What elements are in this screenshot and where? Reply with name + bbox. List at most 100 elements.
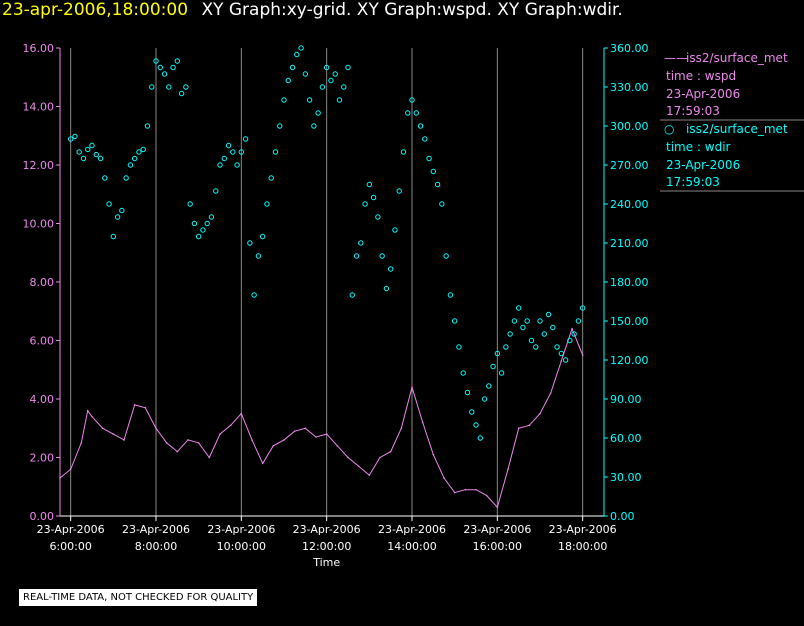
- wdir-marker: [264, 201, 270, 207]
- legend-symbol: ——: [664, 51, 688, 65]
- wdir-marker: [579, 305, 586, 311]
- x-axis-tick-time: 14:00:00: [387, 540, 436, 553]
- wdir-marker: [213, 188, 219, 194]
- quality-disclaimer: REAL-TIME DATA, NOT CHECKED FOR QUALITY: [19, 589, 258, 606]
- wspd-point: [283, 439, 285, 441]
- wdir-marker: [460, 370, 466, 376]
- wdir-marker: [366, 181, 373, 188]
- legend-variable: time : wspd: [666, 69, 736, 83]
- wdir-marker: [191, 220, 198, 227]
- wdir-marker: [131, 155, 138, 162]
- wspd-point: [357, 465, 360, 468]
- wspd-point: [581, 354, 584, 356]
- right-axis-tick-label: 180.00: [610, 276, 649, 289]
- wdir-marker: [558, 350, 565, 357]
- wdir-marker: [328, 77, 334, 84]
- wspd-point: [261, 462, 264, 465]
- right-axis-tick-label: 150.00: [610, 315, 649, 328]
- wspd-point: [389, 450, 392, 453]
- wdir-marker: [114, 214, 121, 220]
- x-axis-tick-time: 16:00:00: [473, 540, 522, 553]
- wdir-marker: [106, 201, 112, 207]
- wspd-point: [144, 406, 147, 409]
- wspd-line: [59, 327, 584, 509]
- x-axis-tick-date: 23-Apr-2006: [207, 523, 275, 536]
- wdir-marker: [174, 58, 181, 64]
- wdir-marker: [127, 162, 134, 168]
- legend-source: iss2/surface_met: [686, 122, 788, 136]
- wdir-marker: [375, 214, 381, 220]
- wdir-marker: [294, 51, 300, 58]
- wspd-point: [112, 433, 115, 435]
- wdir-marker: [80, 155, 87, 162]
- wdir-marker: [481, 396, 488, 402]
- wspd-point: [443, 477, 445, 479]
- wspd-point: [155, 427, 157, 430]
- wdir-marker: [464, 389, 471, 396]
- wdir-marker: [259, 233, 266, 240]
- wdir-marker: [221, 155, 227, 162]
- left-axis-tick-label: 0.00: [30, 510, 55, 523]
- right-axis-tick-label: 90.00: [610, 393, 642, 406]
- wdir-marker: [417, 123, 424, 129]
- wdir-marker: [119, 207, 125, 214]
- wdir-marker: [511, 318, 518, 324]
- wdir-marker: [430, 168, 437, 175]
- wdir-marker: [477, 435, 483, 441]
- wdir-marker: [323, 64, 330, 71]
- wdir-marker: [473, 422, 479, 428]
- wdir-marker: [541, 331, 547, 337]
- wspd-point: [325, 433, 328, 435]
- wdir-marker: [567, 337, 573, 344]
- wdir-marker: [85, 146, 91, 153]
- wspd-point: [528, 424, 531, 427]
- right-axis-tick-label: 30.00: [610, 471, 642, 484]
- wspd-point: [464, 488, 467, 491]
- wspd-line-layer: [59, 327, 584, 509]
- wdir-marker: [72, 133, 78, 140]
- right-axis-tick-label: 300.00: [610, 120, 649, 133]
- wspd-point: [379, 456, 381, 459]
- wdir-marker: [383, 285, 390, 292]
- wdir-marker: [281, 97, 287, 103]
- title-bar: 23-apr-2006,18:00:00 XY Graph:xy-grid. X…: [2, 0, 623, 20]
- wdir-marker: [434, 181, 441, 188]
- wspd-point: [411, 386, 413, 389]
- left-axis-tick-label: 6.00: [30, 335, 55, 348]
- wdir-marker: [545, 311, 552, 318]
- wdir-marker: [396, 188, 402, 194]
- wdir-marker: [285, 77, 291, 84]
- wdir-marker: [520, 324, 526, 331]
- wdir-marker: [379, 253, 385, 259]
- wdir-marker: [217, 162, 223, 168]
- left-axis-tick-label: 8.00: [30, 276, 55, 289]
- wspd-point: [368, 474, 371, 476]
- left-axis-tick-label: 12.00: [23, 159, 55, 172]
- wdir-marker: [289, 64, 296, 71]
- wspd-point: [208, 456, 211, 459]
- right-axis-tick-label: 0.00: [610, 510, 635, 523]
- wspd-point: [197, 442, 200, 444]
- right-axis-tick-label: 240.00: [610, 198, 649, 211]
- wdir-marker: [341, 84, 347, 90]
- wdir-marker: [311, 123, 317, 129]
- wdir-marker: [234, 162, 240, 168]
- wspd-point: [86, 409, 89, 412]
- legend-time: 17:59:03: [666, 175, 720, 189]
- wdir-marker: [370, 194, 377, 201]
- right-axis-tick-label: 210.00: [610, 237, 649, 250]
- axes: 0.00 2.00 4.00 6.00 8.00 10.00 12.00 14.00 16.00…: [23, 42, 649, 569]
- wdir-marker-layer: [67, 45, 586, 441]
- wdir-marker: [400, 149, 407, 155]
- wspd-point: [251, 439, 253, 441]
- wspd-point: [187, 439, 189, 441]
- wspd-point: [315, 436, 317, 438]
- wdir-marker: [550, 324, 556, 331]
- wdir-marker: [247, 240, 253, 246]
- wdir-marker: [149, 84, 155, 90]
- wspd-point: [400, 427, 403, 430]
- wdir-marker: [183, 84, 189, 90]
- right-axis-tick-label: 270.00: [610, 159, 649, 172]
- wspd-point: [272, 445, 275, 447]
